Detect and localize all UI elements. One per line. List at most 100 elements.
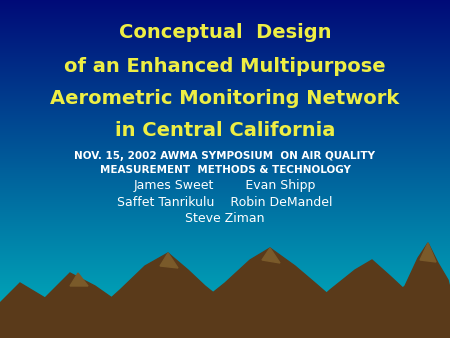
Bar xyxy=(0,98,450,99)
Bar xyxy=(0,99,450,100)
Bar xyxy=(0,84,450,85)
Bar xyxy=(0,116,450,117)
Bar xyxy=(0,112,450,113)
Bar xyxy=(0,247,450,248)
Bar xyxy=(0,240,450,241)
Bar xyxy=(0,36,450,37)
Bar xyxy=(0,272,450,273)
Bar xyxy=(0,43,450,44)
Bar xyxy=(0,222,450,223)
Bar xyxy=(0,111,450,112)
Bar xyxy=(0,202,450,203)
Polygon shape xyxy=(100,253,235,338)
Bar xyxy=(0,297,450,298)
Bar xyxy=(0,68,450,69)
Bar xyxy=(0,219,450,220)
Bar xyxy=(0,310,450,311)
Bar xyxy=(0,293,450,294)
Bar xyxy=(0,180,450,181)
Bar xyxy=(0,53,450,54)
Bar xyxy=(0,291,450,292)
Bar xyxy=(0,224,450,225)
Bar xyxy=(0,132,450,133)
Bar xyxy=(0,149,450,150)
Bar xyxy=(0,275,450,276)
Bar xyxy=(0,248,450,249)
Bar xyxy=(0,206,450,207)
Bar xyxy=(0,229,450,230)
Bar xyxy=(0,104,450,105)
Bar xyxy=(0,96,450,97)
Bar xyxy=(0,80,450,81)
Bar xyxy=(0,332,450,333)
Bar xyxy=(0,50,450,51)
Bar xyxy=(0,131,450,132)
Bar xyxy=(0,317,450,318)
Polygon shape xyxy=(160,253,178,268)
Bar xyxy=(0,62,450,63)
Bar xyxy=(0,243,450,244)
Bar xyxy=(0,47,450,48)
Bar xyxy=(0,225,450,226)
Bar xyxy=(0,336,450,337)
Bar xyxy=(0,304,450,305)
Bar xyxy=(0,166,450,167)
Bar xyxy=(0,197,450,198)
Text: in Central California: in Central California xyxy=(115,121,335,140)
Bar xyxy=(0,128,450,129)
Bar xyxy=(0,39,450,40)
Bar xyxy=(0,261,450,262)
Bar xyxy=(0,30,450,31)
Bar xyxy=(0,288,450,289)
Bar xyxy=(0,153,450,154)
Bar xyxy=(0,207,450,208)
Bar xyxy=(0,150,450,151)
Bar xyxy=(0,87,450,88)
Bar xyxy=(0,329,450,330)
Bar xyxy=(0,107,450,108)
Bar xyxy=(0,71,450,72)
Bar xyxy=(0,63,450,64)
Bar xyxy=(0,307,450,308)
Bar xyxy=(0,94,450,95)
Bar xyxy=(0,123,450,124)
Bar xyxy=(0,260,450,261)
Bar xyxy=(0,143,450,144)
Bar xyxy=(0,9,450,10)
Bar xyxy=(0,49,450,50)
Bar xyxy=(0,233,450,234)
Bar xyxy=(0,215,450,216)
Bar xyxy=(0,5,450,6)
Bar xyxy=(0,100,450,101)
Bar xyxy=(0,67,450,68)
Bar xyxy=(0,213,450,214)
Bar xyxy=(0,193,450,194)
Bar xyxy=(0,325,450,326)
Bar xyxy=(0,174,450,175)
Bar xyxy=(0,27,450,28)
Bar xyxy=(0,292,450,293)
Bar xyxy=(0,283,450,284)
Bar xyxy=(0,221,450,222)
Bar xyxy=(0,93,450,94)
Bar xyxy=(0,252,450,253)
Bar xyxy=(0,305,450,306)
Bar xyxy=(0,60,450,61)
Bar xyxy=(0,191,450,192)
Bar xyxy=(0,14,450,15)
Bar xyxy=(0,208,450,209)
Bar xyxy=(0,102,450,103)
Bar xyxy=(0,140,450,141)
Bar xyxy=(0,79,450,80)
Text: James Sweet        Evan Shipp: James Sweet Evan Shipp xyxy=(134,179,316,193)
Polygon shape xyxy=(200,248,345,338)
Bar xyxy=(0,234,450,235)
Bar xyxy=(0,6,450,7)
Bar xyxy=(0,12,450,13)
Bar xyxy=(0,172,450,173)
Bar xyxy=(0,190,450,191)
Bar xyxy=(0,127,450,128)
Polygon shape xyxy=(70,273,88,286)
Bar xyxy=(0,32,450,33)
Bar xyxy=(0,242,450,243)
